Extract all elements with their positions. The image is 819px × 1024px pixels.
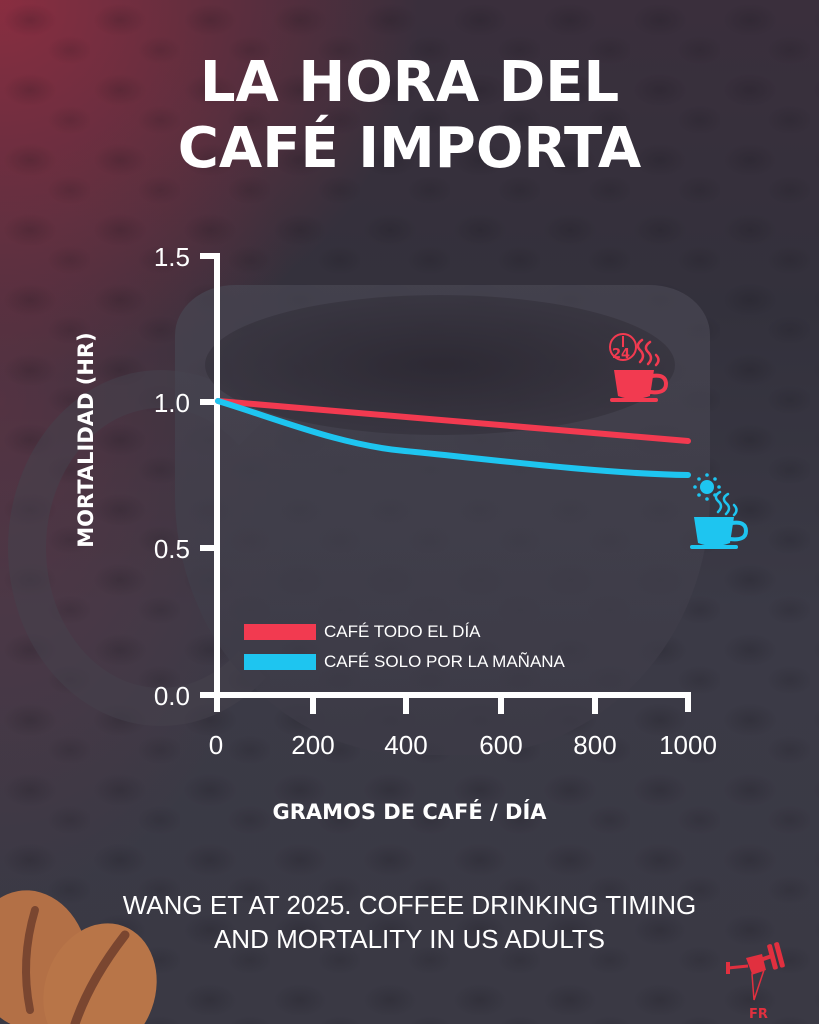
cup-beans-inside xyxy=(205,295,675,435)
title-line-1: LA HORA DEL xyxy=(199,50,620,115)
legend-label: CAFÉ SOLO POR LA MAÑANA xyxy=(324,652,565,671)
y-tick-label: 0.0 xyxy=(154,681,190,711)
page-title: LA HORA DEL CAFÉ IMPORTA xyxy=(0,50,819,182)
series-line-morning-only xyxy=(215,398,691,478)
y-tick-label: 1.5 xyxy=(154,242,190,272)
y-tick-label: 1.0 xyxy=(154,388,190,418)
coffee-cup-sun-icon xyxy=(690,473,749,549)
citation-line-2: AND MORTALITY IN US ADULTS xyxy=(213,924,606,954)
x-axis xyxy=(214,692,691,714)
x-tick-label: 800 xyxy=(573,730,616,760)
series-line-all-day xyxy=(215,398,691,444)
clock-label: 24 xyxy=(612,347,630,362)
source-citation: WANG ET AT 2025. COFFEE DRINKING TIMING … xyxy=(0,888,819,956)
legend-swatch-blue xyxy=(244,654,316,670)
coffee-cup-24h-icon: 24 xyxy=(609,333,669,402)
legend-label: CAFÉ TODO EL DÍA xyxy=(324,622,481,641)
x-tick-label: 600 xyxy=(479,730,522,760)
fist-fork-dumbbell-logo: FR xyxy=(726,942,785,1020)
legend-item-all-day: CAFÉ TODO EL DÍA xyxy=(244,617,565,647)
legend-item-morning-only: CAFÉ SOLO POR LA MAÑANA xyxy=(244,647,565,677)
x-axis-title: GRAMOS DE CAFÉ / DÍA xyxy=(272,800,547,824)
title-line-2: CAFÉ IMPORTA xyxy=(177,116,642,181)
x-tick-label: 0 xyxy=(209,730,223,760)
logo-text: FR xyxy=(749,1007,768,1020)
chart-legend: CAFÉ TODO EL DÍA CAFÉ SOLO POR LA MAÑANA xyxy=(244,617,565,677)
x-tick-label: 200 xyxy=(291,730,334,760)
citation-line-1: WANG ET AT 2025. COFFEE DRINKING TIMING xyxy=(122,890,697,920)
y-axis xyxy=(200,253,220,712)
legend-swatch-red xyxy=(244,624,316,640)
x-tick-label: 1000 xyxy=(659,730,717,760)
x-tick-label: 400 xyxy=(384,730,427,760)
y-axis-title: MORTALIDAD (HR) xyxy=(74,332,98,548)
coffee-beans-icon xyxy=(0,890,157,1024)
y-tick-label: 0.5 xyxy=(154,534,190,564)
